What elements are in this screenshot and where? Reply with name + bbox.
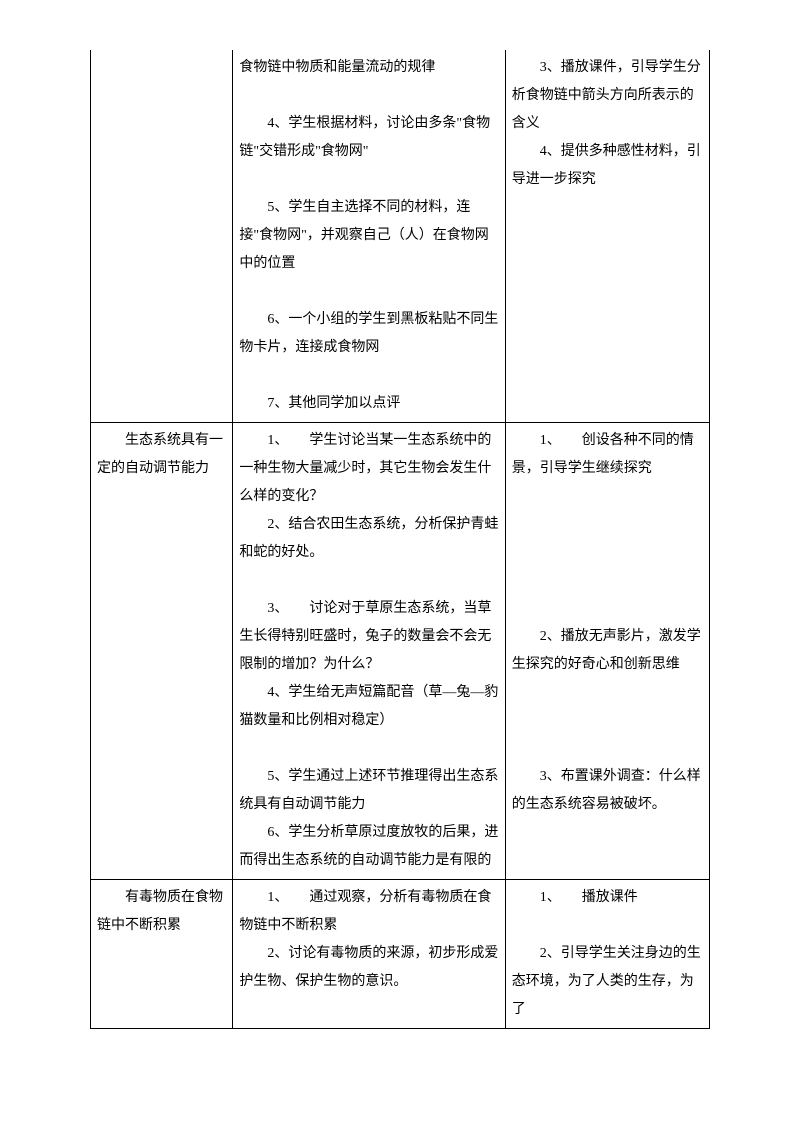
- text: 1、 播放课件: [512, 884, 703, 912]
- text: [512, 539, 703, 567]
- table-row: 生态系统具有一定的自动调节能力 1、 学生讨论当某一生态系统中的一种生物大量减少…: [91, 423, 710, 880]
- text: 3、播放课件，引导学生分析食物链中箭头方向所表示的含义: [512, 54, 703, 138]
- text: [512, 511, 703, 539]
- lesson-table: 食物链中物质和能量流动的规律 4、学生根据材料，讨论由多条"食物链"交错形成"食…: [90, 50, 710, 1029]
- text: [512, 707, 703, 735]
- text: 食物链中物质和能量流动的规律: [239, 54, 498, 82]
- text: 2、引导学生关注身边的生态环境，为了人类的生存，为了: [512, 940, 703, 1024]
- text: 6、学生分析草原过度放牧的后果，进而得出生态系统的自动调节能力是有限的: [239, 819, 498, 875]
- text: 5、学生自主选择不同的材料，连接"食物网"，并观察自己（人）在食物网中的位置: [239, 194, 498, 278]
- text: [239, 362, 498, 390]
- text: 有毒物质在食物链中不断积累: [97, 884, 226, 940]
- cell-student: 食物链中物质和能量流动的规律 4、学生根据材料，讨论由多条"食物链"交错形成"食…: [233, 50, 505, 423]
- text: 6、一个小组的学生到黑板粘贴不同生物卡片，连接成食物网: [239, 306, 498, 362]
- text: 生态系统具有一定的自动调节能力: [97, 427, 226, 483]
- cell-teacher: 3、播放课件，引导学生分析食物链中箭头方向所表示的含义 4、提供多种感性材料，引…: [505, 50, 709, 423]
- text: 2、讨论有毒物质的来源，初步形成爱护生物、保护生物的意识。: [239, 940, 498, 996]
- text: 1、 通过观察，分析有毒物质在食物链中不断积累: [239, 884, 498, 940]
- text: 1、 学生讨论当某一生态系统中的一种生物大量减少时，其它生物会发生什么样的变化？: [239, 427, 498, 511]
- cell-topic: 生态系统具有一定的自动调节能力: [91, 423, 233, 880]
- text: [512, 679, 703, 707]
- text: 3、布置课外调查：什么样的生态系统容易被破坏。: [512, 763, 703, 819]
- table-row: 食物链中物质和能量流动的规律 4、学生根据材料，讨论由多条"食物链"交错形成"食…: [91, 50, 710, 423]
- text: 2、播放无声影片，激发学生探究的好奇心和创新思维: [512, 623, 703, 679]
- text: 4、学生给无声短篇配音（草—兔—豹猫数量和比例相对稳定）: [239, 679, 498, 735]
- table-body: 食物链中物质和能量流动的规律 4、学生根据材料，讨论由多条"食物链"交错形成"食…: [91, 50, 710, 1029]
- page: 食物链中物质和能量流动的规律 4、学生根据材料，讨论由多条"食物链"交错形成"食…: [0, 0, 800, 1132]
- text: [512, 912, 703, 940]
- text: [239, 166, 498, 194]
- text: [239, 567, 498, 595]
- text: [512, 595, 703, 623]
- cell-student: 1、 通过观察，分析有毒物质在食物链中不断积累 2、讨论有毒物质的来源，初步形成…: [233, 880, 505, 1029]
- text: 1、 创设各种不同的情景，引导学生继续探究: [512, 427, 703, 483]
- text: 2、结合农田生态系统，分析保护青蛙和蛇的好处。: [239, 511, 498, 567]
- cell-topic: [91, 50, 233, 423]
- cell-teacher: 1、 播放课件 2、引导学生关注身边的生态环境，为了人类的生存，为了: [505, 880, 709, 1029]
- cell-topic: 有毒物质在食物链中不断积累: [91, 880, 233, 1029]
- text: [512, 567, 703, 595]
- text: 4、学生根据材料，讨论由多条"食物链"交错形成"食物网": [239, 110, 498, 166]
- text: [512, 735, 703, 763]
- text: [512, 483, 703, 511]
- text: 7、其他同学加以点评: [239, 390, 498, 418]
- text: [239, 278, 498, 306]
- text: [239, 735, 498, 763]
- cell-teacher: 1、 创设各种不同的情景，引导学生继续探究 2、播放无声影片，激发学生探究的好奇…: [505, 423, 709, 880]
- text: [239, 82, 498, 110]
- cell-student: 1、 学生讨论当某一生态系统中的一种生物大量减少时，其它生物会发生什么样的变化？…: [233, 423, 505, 880]
- text: 4、提供多种感性材料，引导进一步探究: [512, 138, 703, 194]
- table-row: 有毒物质在食物链中不断积累 1、 通过观察，分析有毒物质在食物链中不断积累 2、…: [91, 880, 710, 1029]
- text: 3、 讨论对于草原生态系统，当草生长得特别旺盛时，兔子的数量会不会无限制的增加？…: [239, 595, 498, 679]
- text: 5、学生通过上述环节推理得出生态系统具有自动调节能力: [239, 763, 498, 819]
